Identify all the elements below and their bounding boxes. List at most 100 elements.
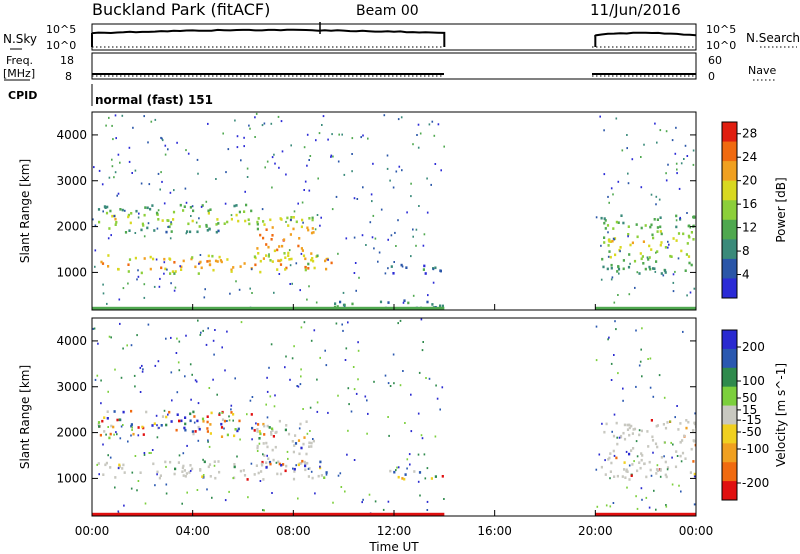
- scatter-cell: [608, 201, 610, 204]
- scatter-cell: [656, 250, 659, 253]
- scatter-cell: [639, 252, 642, 255]
- scatter-cell: [127, 270, 130, 273]
- scatter-cell: [130, 424, 133, 428]
- scatter-cell: [256, 430, 259, 433]
- scatter-cell: [217, 460, 220, 463]
- freq-tick-top: 18: [60, 54, 74, 67]
- scatter-cell: [267, 255, 270, 258]
- scatter-cell: [131, 172, 133, 174]
- scatter-cell: [641, 454, 644, 457]
- scatter-cell: [653, 218, 656, 221]
- scatter-cell: [278, 166, 280, 169]
- scatter-cell: [311, 257, 314, 260]
- scatter-cell: [230, 408, 232, 411]
- power-region: [390, 263, 442, 275]
- scatter-cell: [158, 426, 160, 429]
- scatter-cell: [206, 430, 209, 433]
- scatter-cell: [676, 405, 678, 407]
- scatter-cell: [136, 489, 138, 492]
- scatter-cell: [665, 504, 667, 506]
- scatter-cell: [274, 394, 276, 397]
- scatter-cell: [622, 431, 625, 435]
- scatter-cell: [418, 205, 420, 207]
- scatter-cell: [257, 471, 260, 475]
- scatter-cell: [100, 260, 103, 264]
- scatter-cell: [262, 478, 265, 481]
- scatter-cell: [153, 422, 156, 425]
- scatter-cell: [251, 426, 254, 430]
- scatter-cell: [244, 219, 247, 223]
- scatter-cell: [621, 149, 624, 152]
- scatter-cell: [610, 266, 613, 270]
- scatter-cell: [211, 254, 214, 258]
- scatter-cell: [289, 233, 292, 236]
- scatter-cell: [206, 415, 209, 418]
- scatter-cell: [674, 152, 677, 155]
- scatter-cell: [614, 253, 617, 257]
- scatter-cell: [655, 468, 659, 471]
- scatter-cell: [601, 257, 604, 261]
- scatter-cell: [353, 272, 356, 274]
- scatter-cell: [157, 360, 160, 363]
- scatter-cell: [304, 268, 307, 272]
- scatter-cell: [165, 423, 168, 427]
- scatter-cell: [170, 282, 172, 285]
- scatter-cell: [424, 272, 427, 275]
- scatter-cell: [163, 272, 165, 275]
- scatter-cell: [315, 139, 317, 142]
- scatter-cell: [258, 430, 261, 433]
- scatter-cell: [233, 463, 236, 466]
- scatter-cell: [173, 472, 176, 476]
- scatter-cell: [238, 419, 241, 423]
- scatter-cell: [640, 452, 643, 455]
- scatter-cell: [361, 501, 363, 504]
- time-axis-label: Time UT: [368, 540, 419, 554]
- colorbar-swatch: [722, 141, 737, 162]
- scatter-cell: [394, 231, 396, 234]
- scatter-cell: [94, 265, 96, 268]
- scatter-cell: [255, 422, 257, 425]
- scatter-cell: [630, 474, 633, 477]
- scatter-cell: [426, 300, 429, 304]
- scatter-cell: [263, 424, 266, 428]
- scatter-cell: [266, 445, 269, 449]
- scatter-cell: [693, 472, 696, 476]
- scatter-cell: [418, 371, 421, 374]
- scatter-cell: [263, 509, 265, 512]
- scatter-cell: [297, 463, 300, 467]
- scatter-cell: [617, 267, 621, 271]
- scatter-cell: [281, 150, 284, 153]
- scatter-cell: [352, 366, 355, 368]
- scatter-cell: [362, 186, 364, 189]
- scatter-cell: [295, 220, 298, 224]
- scatter-cell: [119, 161, 121, 164]
- scatter-cell: [307, 228, 310, 232]
- scatter-cell: [407, 301, 410, 305]
- scatter-cell: [290, 257, 293, 261]
- scatter-cell: [265, 254, 268, 257]
- scatter-cell: [627, 225, 630, 228]
- scatter-cell: [660, 272, 663, 275]
- scatter-cell: [372, 214, 375, 217]
- scatter-cell: [346, 453, 348, 456]
- scatter-cell: [180, 419, 183, 423]
- station-title: Buckland Park (fitACF): [92, 0, 270, 19]
- scatter-cell: [161, 180, 163, 183]
- scatter-cell: [254, 136, 256, 138]
- scatter-cell: [266, 424, 269, 428]
- scatter-cell: [246, 167, 249, 170]
- scatter-cell: [107, 254, 110, 257]
- y-tick-label: 2000: [56, 220, 87, 234]
- scatter-cell: [134, 455, 137, 457]
- scatter-cell: [365, 244, 367, 246]
- scatter-cell: [97, 208, 101, 211]
- scatter-cell: [443, 145, 445, 148]
- scatter-cell: [214, 259, 218, 263]
- scatter-cell: [422, 341, 424, 343]
- colorbar-tick-label: 24: [742, 150, 757, 164]
- scatter-cell: [351, 170, 353, 173]
- scatter-cell: [195, 221, 198, 224]
- scatter-cell: [167, 413, 169, 416]
- scatter-cell: [287, 224, 290, 227]
- scatter-cell: [233, 476, 236, 480]
